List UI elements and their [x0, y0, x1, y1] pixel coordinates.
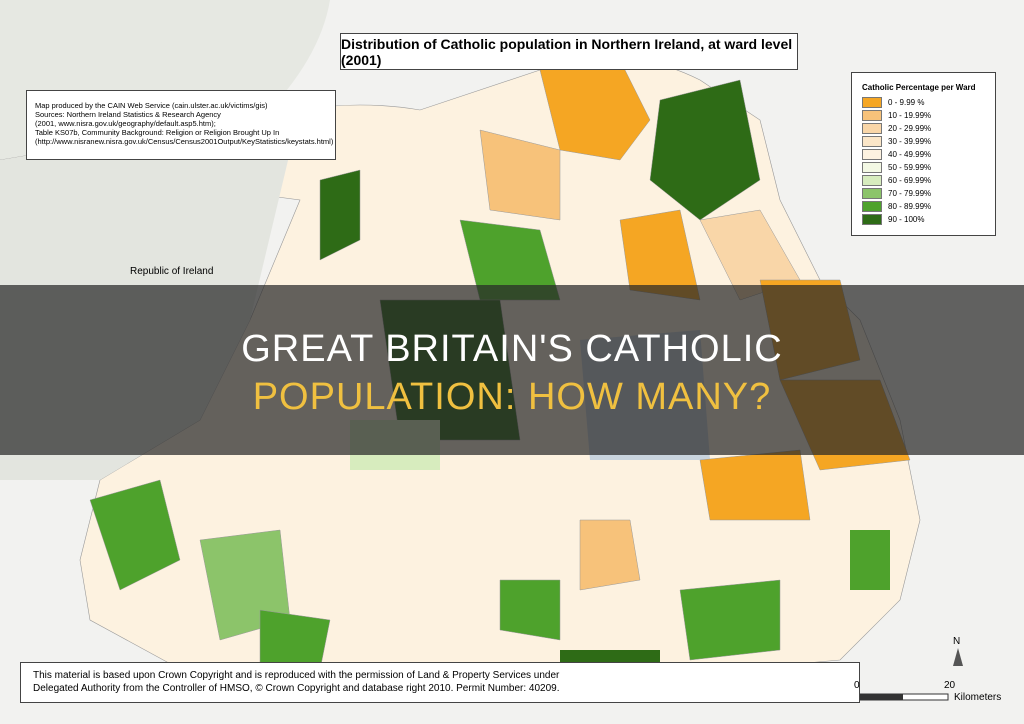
copyright-line: This material is based upon Crown Copyri…: [33, 670, 560, 681]
copyright: This material is based upon Crown Copyri…: [20, 662, 860, 703]
credits: Map produced by the CAIN Web Service (ca…: [26, 90, 336, 160]
legend-label: 40 - 49.99%: [888, 150, 932, 159]
copyright-line: Delegated Authority from the Controller …: [33, 683, 560, 694]
legend-item: 10 - 19.99%: [862, 109, 995, 122]
ward-area: [319, 169, 361, 261]
legend: Catholic Percentage per Ward 0 - 9.99 % 10…: [851, 72, 996, 236]
legend-swatch: [862, 97, 882, 108]
legend-title: Catholic Percentage per Ward: [862, 83, 976, 92]
region-label: Republic of Ireland: [130, 266, 214, 277]
legend-item: 0 - 9.99 %: [862, 96, 995, 109]
legend-label: 30 - 39.99%: [888, 137, 932, 146]
legend-swatch: [862, 214, 882, 225]
legend-item: 50 - 59.99%: [862, 161, 995, 174]
credit-line: Table KS07b, Community Background: Relig…: [35, 128, 280, 137]
legend-item: 80 - 89.99%: [862, 200, 995, 213]
legend-swatch: [862, 188, 882, 199]
credit-line: (http://www.nisranew.nisra.gov.uk/Census…: [35, 137, 334, 146]
ward-area: [579, 519, 641, 591]
ward-area: [479, 129, 561, 221]
credit-line: Map produced by the CAIN Web Service (ca…: [35, 101, 268, 110]
credit-line: (2001, www.nisra.gov.uk/geography/defaul…: [35, 119, 216, 128]
map-title: Distribution of Catholic population in N…: [340, 33, 798, 70]
ward-area: [649, 79, 761, 221]
banner-line: POPULATION: HOW MANY?: [252, 376, 772, 418]
legend-label: 60 - 69.99%: [888, 176, 932, 185]
scale-unit: Kilometers: [954, 692, 1002, 703]
ward-area: [679, 579, 781, 661]
legend-swatch: [862, 149, 882, 160]
legend-swatch: [862, 123, 882, 134]
legend-label: 90 - 100%: [888, 215, 925, 224]
legend-label: 10 - 19.99%: [888, 111, 932, 120]
legend-swatch: [862, 175, 882, 186]
legend-label: 0 - 9.99 %: [888, 98, 925, 107]
legend-label: 80 - 89.99%: [888, 202, 932, 211]
ward-area: [89, 479, 181, 591]
ward-area: [259, 609, 331, 671]
banner: GREAT BRITAIN'S CATHOLIC POPULATION: HOW…: [0, 285, 1024, 455]
legend-swatch: [862, 201, 882, 212]
legend-label: 70 - 79.99%: [888, 189, 932, 198]
legend-swatch: [862, 136, 882, 147]
legend-item: 90 - 100%: [862, 213, 995, 226]
legend-item: 70 - 79.99%: [862, 187, 995, 200]
ward-area: [850, 530, 890, 590]
ward-area: [499, 579, 561, 641]
north-label: N: [953, 636, 961, 647]
scale-bar-fill: [858, 694, 903, 700]
legend-item: 40 - 49.99%: [862, 148, 995, 161]
legend-item: 20 - 29.99%: [862, 122, 995, 135]
ward-area: [699, 449, 811, 521]
legend-label: 20 - 29.99%: [888, 124, 932, 133]
scale-end: 20: [944, 680, 956, 691]
legend-item: 60 - 69.99%: [862, 174, 995, 187]
legend-swatch: [862, 162, 882, 173]
legend-swatch: [862, 110, 882, 121]
scale-start: 0: [854, 680, 860, 691]
legend-label: 50 - 59.99%: [888, 163, 932, 172]
north-arrow: [953, 648, 963, 666]
banner-line: GREAT BRITAIN'S CATHOLIC: [241, 328, 783, 370]
legend-item: 30 - 39.99%: [862, 135, 995, 148]
credit-line: Sources: Northern Ireland Statistics & R…: [35, 110, 221, 119]
